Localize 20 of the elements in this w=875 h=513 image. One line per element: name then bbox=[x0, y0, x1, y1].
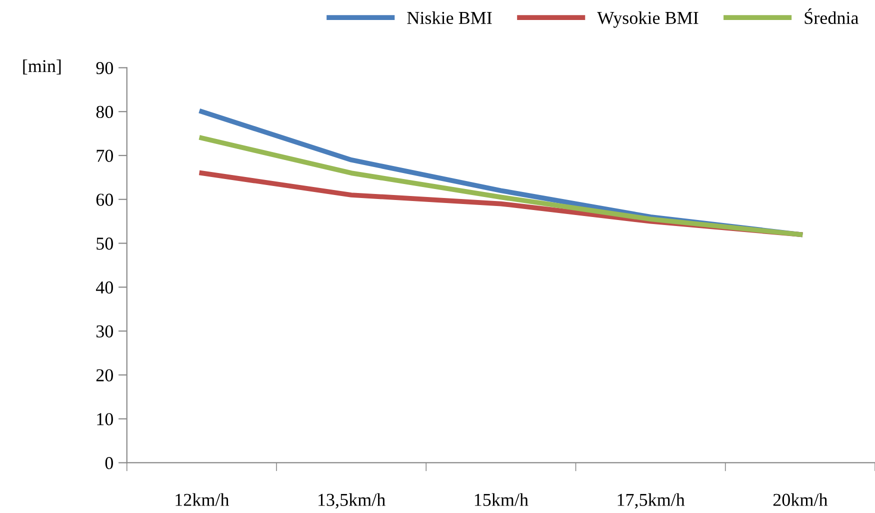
legend-label: Wysokie BMI bbox=[597, 11, 698, 28]
y-tick-label: 50 bbox=[96, 238, 113, 250]
y-tick-label: 40 bbox=[96, 281, 113, 294]
y-tick-label: 60 bbox=[96, 194, 113, 206]
x-tick-label: 20km/h bbox=[773, 493, 828, 506]
x-tick-label: 17,5km/h bbox=[618, 493, 685, 509]
y-tick-label: 90 bbox=[96, 62, 113, 74]
legend-label: Niskie BMI bbox=[407, 11, 492, 24]
x-tick-label: 15km/h bbox=[474, 493, 528, 506]
y-tick-label: 20 bbox=[96, 369, 113, 382]
line-series bbox=[199, 136, 803, 237]
x-tick-label: 12km/h bbox=[176, 493, 230, 506]
y-tick-label: 70 bbox=[96, 150, 113, 162]
y-axis-title: [min] bbox=[23, 60, 61, 74]
x-tick-label: 13,5km/h bbox=[318, 493, 386, 509]
y-tick-label: 80 bbox=[96, 106, 113, 118]
y-tick-label: 10 bbox=[97, 413, 113, 426]
y-tick-label: 30 bbox=[96, 325, 113, 338]
y-tick-label: 0 bbox=[105, 456, 113, 470]
legend-label: Średnia bbox=[804, 8, 859, 24]
